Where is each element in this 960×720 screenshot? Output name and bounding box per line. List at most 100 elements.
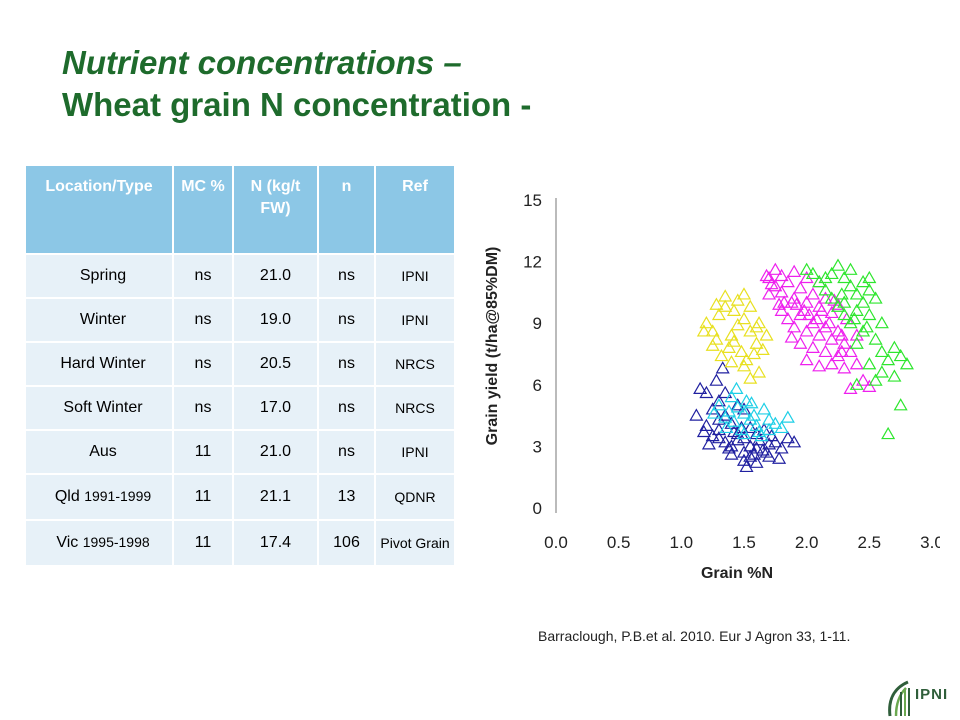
data-point-triangle xyxy=(718,435,733,448)
data-point-triangle xyxy=(736,311,752,325)
data-point-triangle xyxy=(696,324,711,337)
y-tick-label: 6 xyxy=(533,376,542,395)
data-point-triangle xyxy=(749,455,764,468)
data-point-triangle xyxy=(714,348,729,362)
data-point-triangle xyxy=(805,266,820,280)
data-point-triangle xyxy=(789,297,804,310)
data-point-triangle xyxy=(812,328,827,341)
cell-mc: ns xyxy=(172,297,233,342)
cell-ref: IPNI xyxy=(374,429,454,474)
data-point-triangle xyxy=(837,336,852,349)
header-n: n xyxy=(317,166,375,254)
y-tick-label: 15 xyxy=(523,191,542,210)
data-point-triangle xyxy=(818,283,833,296)
data-point-triangle xyxy=(818,270,833,284)
data-point-triangle xyxy=(843,315,858,329)
data-point-triangle xyxy=(881,426,896,440)
data-point-triangle xyxy=(724,355,739,368)
data-point-triangle xyxy=(868,291,883,304)
data-point-triangle xyxy=(862,283,877,296)
data-point-triangle xyxy=(709,373,724,386)
cell-location: Vic 1995-1998 xyxy=(24,519,173,565)
data-point-triangle xyxy=(743,420,758,434)
cell-ref: IPNI xyxy=(374,297,454,342)
data-point-triangle xyxy=(824,357,839,370)
table-row: Aus 11 21.0 ns IPNI xyxy=(24,429,454,474)
header-location-type: Location/Type xyxy=(24,166,173,254)
data-point-triangle xyxy=(830,258,846,271)
slide-title: Nutrient concentrations – Wheat grain N … xyxy=(62,42,531,126)
data-point-triangle xyxy=(718,410,733,423)
data-point-triangle xyxy=(818,344,833,358)
data-point-triangle xyxy=(805,315,820,329)
data-point-triangle xyxy=(780,274,795,288)
data-point-triangle xyxy=(721,340,736,353)
data-point-triangle xyxy=(730,293,745,306)
data-point-triangle xyxy=(856,324,871,337)
data-point-triangle xyxy=(774,285,789,298)
data-point-triangle xyxy=(699,315,714,329)
data-point-triangle xyxy=(743,324,758,337)
data-point-triangle xyxy=(744,396,759,409)
data-point-triangle xyxy=(696,424,711,438)
table-header-row: Location/Type MC % N (kg/t FW) n Ref xyxy=(24,166,454,254)
header-mc: MC % xyxy=(172,166,233,254)
data-point-triangle xyxy=(784,330,799,343)
data-point-triangle xyxy=(762,287,777,300)
data-point-triangle xyxy=(759,445,774,458)
x-tick-label: 0.5 xyxy=(607,533,631,552)
data-point-triangle xyxy=(705,338,720,351)
data-point-triangle xyxy=(847,311,862,325)
data-point-triangle xyxy=(856,274,871,288)
table-row: Qld 1991-1999 11 21.1 13 QDNR xyxy=(24,473,454,520)
data-point-triangle xyxy=(759,328,774,341)
data-point-triangle xyxy=(862,307,877,321)
cell-n: ns xyxy=(317,253,375,298)
data-point-triangle xyxy=(774,420,789,434)
data-point-triangle xyxy=(797,303,812,316)
data-point-triangle xyxy=(780,430,795,444)
cell-n-conc: 21.0 xyxy=(232,253,318,298)
data-point-triangle xyxy=(715,361,730,374)
data-point-triangle xyxy=(799,352,814,366)
cell-mc: 11 xyxy=(172,519,233,565)
axes: Grain yield (t/ha@85%DM) Grain %N xyxy=(484,198,773,582)
data-point-triangle xyxy=(755,443,770,456)
header-n-conc: N (kg/t FW) xyxy=(232,166,318,254)
data-point-triangle xyxy=(809,311,824,325)
cell-ref: NRCS xyxy=(374,341,454,386)
cell-ref: Pivot Grain xyxy=(374,519,454,565)
data-point-triangle xyxy=(719,420,734,434)
cell-mc: ns xyxy=(172,341,233,386)
data-point-triangle xyxy=(730,400,745,413)
data-point-triangle xyxy=(893,398,908,411)
data-point-triangle xyxy=(859,320,874,333)
data-point-triangle xyxy=(843,344,858,358)
data-point-triangle xyxy=(837,307,852,321)
data-point-triangle xyxy=(830,297,846,310)
data-point-triangle xyxy=(774,303,789,316)
data-point-triangle xyxy=(736,406,752,419)
data-point-triangle xyxy=(724,389,739,403)
data-point-triangle xyxy=(768,416,783,429)
data-point-triangle xyxy=(834,344,849,358)
data-point-triangle xyxy=(759,268,774,282)
x-tick-label: 1.0 xyxy=(670,533,694,552)
data-point-triangle xyxy=(849,377,864,390)
data-point-triangle xyxy=(729,381,744,395)
data-point-triangle xyxy=(837,295,852,308)
data-point-triangle xyxy=(689,408,704,421)
cell-location: Aus xyxy=(24,429,173,474)
data-point-triangle xyxy=(701,437,716,450)
data-point-triangle xyxy=(812,359,827,372)
data-point-triangle xyxy=(736,426,752,440)
cell-ref: NRCS xyxy=(374,385,454,430)
table-row: Soft Winter ns 17.0 ns NRCS xyxy=(24,385,454,430)
table-row: Spring ns 21.0 ns IPNI xyxy=(24,253,454,298)
data-point-triangle xyxy=(805,340,820,353)
data-point-triangle xyxy=(834,287,849,300)
y-tick-label: 3 xyxy=(533,437,542,456)
x-tick-label: 2.0 xyxy=(795,533,819,552)
data-point-triangle xyxy=(721,404,736,417)
data-point-triangle xyxy=(787,264,802,277)
